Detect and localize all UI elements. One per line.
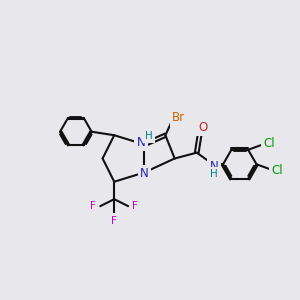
Text: Cl: Cl <box>263 137 275 151</box>
Text: Cl: Cl <box>272 164 283 177</box>
Text: F: F <box>90 201 96 211</box>
Text: F: F <box>111 216 117 226</box>
Text: F: F <box>132 201 138 211</box>
Text: N: N <box>210 160 219 173</box>
Text: Br: Br <box>172 111 185 124</box>
Text: H: H <box>145 131 152 141</box>
Text: H: H <box>210 169 218 178</box>
Text: N: N <box>136 136 145 149</box>
Text: N: N <box>140 167 149 180</box>
Text: O: O <box>198 121 207 134</box>
